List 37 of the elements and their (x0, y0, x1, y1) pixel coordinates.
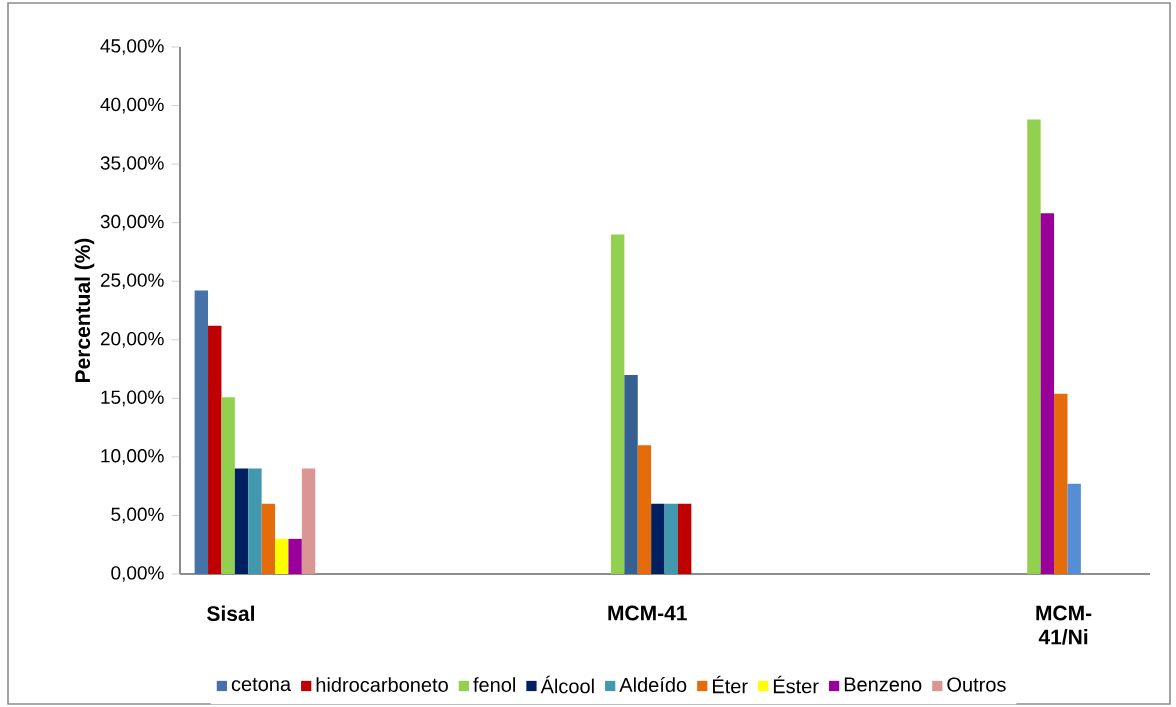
y-tick-label: 30,00% (100, 214, 164, 231)
bar (1027, 119, 1041, 574)
legend-label: Outros (947, 677, 1006, 692)
bar (275, 538, 289, 574)
x-tick-label: MCM-41 (608, 605, 687, 621)
legend-label: Éster (773, 675, 819, 694)
x-tick-label: Sisal (207, 605, 254, 622)
bar (651, 503, 665, 574)
legend-label: hidrocarboneto (316, 677, 448, 692)
x-tick-label: MCM-41/Ni (1036, 605, 1092, 645)
y-tick-label: 20,00% (100, 331, 164, 348)
bar (288, 538, 302, 574)
bar (248, 468, 262, 574)
y-tick-label: 45,00% (100, 39, 164, 55)
bar (301, 468, 316, 574)
bar (1067, 483, 1081, 574)
y-tick-label: 40,00% (100, 97, 164, 114)
legend-label: Éter (713, 675, 748, 694)
legend-label: Álcool (540, 675, 594, 694)
y-tick-label: 25,00% (100, 273, 164, 290)
y-tick-label: 0,00% (111, 566, 164, 582)
bar (1054, 393, 1068, 574)
bar (234, 468, 249, 574)
legend-label: Aldeído (619, 677, 687, 693)
y-tick-label: 35,00% (100, 156, 164, 172)
bar (194, 290, 209, 574)
bar (624, 374, 638, 574)
y-tick-label: 5,00% (111, 507, 164, 524)
legend-label: cetona (231, 678, 292, 692)
y-tick-label: 15,00% (101, 390, 164, 407)
bar (610, 234, 625, 574)
legend-label: Benzeno (844, 677, 922, 692)
y-axis-title: Percentual (%) (74, 238, 95, 383)
bar (664, 503, 678, 574)
legend-label: fenol (473, 677, 515, 692)
bar (637, 445, 652, 574)
y-tick-label: 10,00% (101, 449, 164, 465)
